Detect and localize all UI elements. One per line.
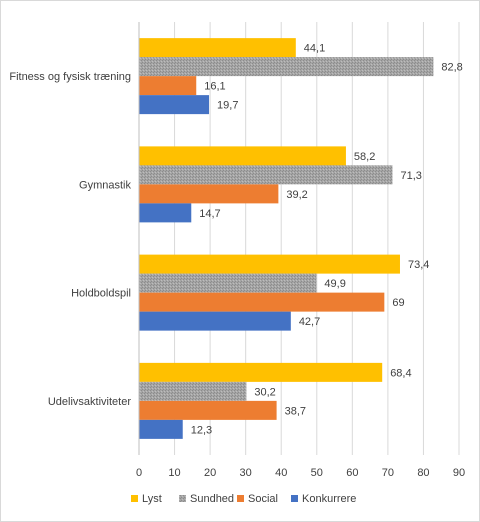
legend-label: Lyst xyxy=(142,493,162,505)
x-tick-label: 80 xyxy=(417,467,429,479)
bar xyxy=(139,311,291,331)
data-label: 14,7 xyxy=(199,208,220,220)
category-label: Udelivsaktiviteter xyxy=(48,396,131,408)
data-label: 30,2 xyxy=(254,386,275,398)
data-label: 42,7 xyxy=(299,316,320,328)
bar xyxy=(139,184,279,204)
data-label: 12,3 xyxy=(191,424,212,436)
bar xyxy=(139,203,192,223)
x-tick-label: 50 xyxy=(311,467,323,479)
category-label: Fitness og fysisk træning xyxy=(9,71,131,83)
bar xyxy=(139,419,183,439)
data-label: 49,9 xyxy=(324,278,345,290)
data-label: 82,8 xyxy=(441,62,462,74)
legend-swatch xyxy=(131,495,138,502)
x-tick-label: 70 xyxy=(382,467,394,479)
bar xyxy=(139,76,197,96)
bar xyxy=(139,38,296,58)
x-tick-label: 40 xyxy=(275,467,287,479)
data-label: 19,7 xyxy=(217,100,238,112)
data-label: 44,1 xyxy=(304,43,325,55)
legend-swatch xyxy=(291,495,298,502)
bar xyxy=(139,95,210,115)
data-label: 16,1 xyxy=(204,81,225,93)
data-label: 38,7 xyxy=(285,405,306,417)
bar xyxy=(139,273,317,293)
x-tick-label: 10 xyxy=(168,467,180,479)
data-label: 69 xyxy=(392,297,404,309)
x-tick-label: 20 xyxy=(204,467,216,479)
x-tick-label: 90 xyxy=(453,467,465,479)
bar xyxy=(139,400,277,420)
legend-swatch xyxy=(179,495,186,502)
data-label: 58,2 xyxy=(354,151,375,163)
x-tick-label: 0 xyxy=(136,467,142,479)
bar xyxy=(139,254,400,274)
category-label: Holdboldspil xyxy=(71,288,131,300)
bar xyxy=(139,362,383,382)
category-label: Gymnastik xyxy=(79,179,131,191)
legend-label: Konkurrere xyxy=(302,493,356,505)
bar xyxy=(139,292,385,312)
legend-label: Sundhed xyxy=(190,493,234,505)
bar xyxy=(139,57,434,77)
bar xyxy=(139,381,247,401)
x-tick-label: 30 xyxy=(240,467,252,479)
legend-swatch xyxy=(237,495,244,502)
bar xyxy=(139,146,346,166)
data-label: 73,4 xyxy=(408,259,429,271)
bar xyxy=(139,165,393,185)
data-label: 71,3 xyxy=(401,170,422,182)
legend-label: Social xyxy=(248,493,278,505)
data-label: 68,4 xyxy=(390,367,411,379)
x-tick-label: 60 xyxy=(346,467,358,479)
data-label: 39,2 xyxy=(286,189,307,201)
